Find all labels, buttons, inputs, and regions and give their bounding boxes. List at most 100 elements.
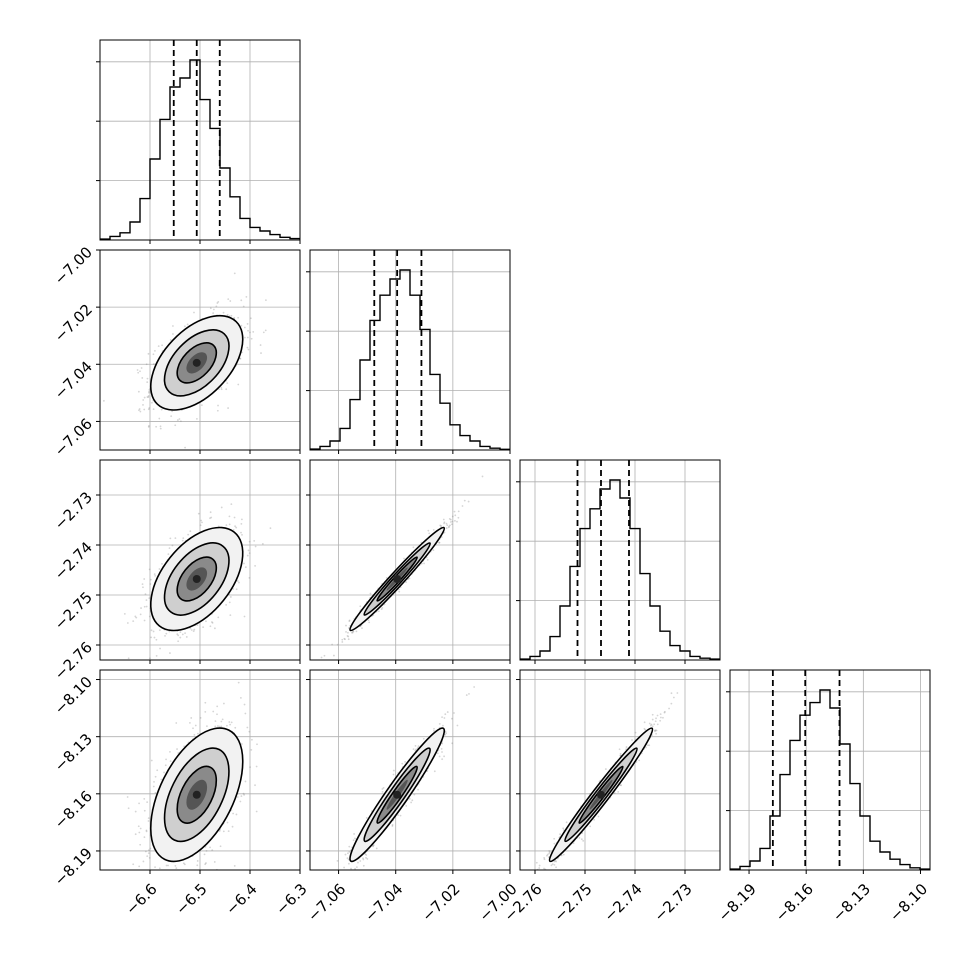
scatter-point bbox=[156, 769, 159, 772]
scatter-point bbox=[199, 524, 202, 527]
scatter-point bbox=[188, 721, 191, 724]
scatter-point bbox=[226, 724, 228, 727]
scatter-point bbox=[251, 738, 253, 741]
scatter-point bbox=[426, 558, 429, 561]
scatter-point bbox=[175, 722, 178, 724]
scatter-point bbox=[350, 867, 352, 870]
scatter-point bbox=[451, 742, 454, 745]
scatter-point bbox=[148, 657, 151, 660]
scatter-point bbox=[656, 714, 659, 717]
scatter-point bbox=[548, 851, 551, 854]
scatter-point bbox=[375, 847, 378, 850]
scatter-point bbox=[149, 578, 152, 581]
scatter-point bbox=[147, 817, 150, 820]
scatter-panel-3-2 bbox=[306, 459, 511, 664]
scatter-point bbox=[232, 528, 235, 531]
scatter-point bbox=[433, 727, 435, 730]
scatter-point bbox=[448, 517, 451, 520]
scatter-point bbox=[136, 369, 139, 371]
scatter-point bbox=[153, 636, 156, 639]
scatter-point bbox=[177, 640, 180, 643]
scatter-point bbox=[551, 863, 554, 865]
scatter-point bbox=[651, 725, 654, 728]
scatter-point bbox=[194, 724, 197, 727]
scatter-point bbox=[355, 866, 358, 868]
scatter-point bbox=[225, 604, 228, 606]
scatter-point bbox=[559, 833, 561, 836]
scatter-point bbox=[244, 712, 247, 715]
scatter-point bbox=[159, 425, 162, 428]
scatter-point bbox=[233, 316, 236, 319]
scatter-point bbox=[438, 723, 441, 725]
scatter-point bbox=[246, 323, 249, 325]
scatter-point bbox=[141, 377, 144, 379]
scatter-point bbox=[214, 720, 217, 723]
scatter-point bbox=[443, 531, 446, 534]
scatter-point bbox=[217, 616, 220, 619]
scatter-point bbox=[235, 526, 238, 529]
scatter-point bbox=[451, 515, 454, 518]
scatter-point bbox=[212, 308, 215, 311]
scatter-point bbox=[148, 615, 151, 618]
scatter-point bbox=[211, 876, 213, 878]
scatter-point bbox=[244, 780, 247, 783]
scatter-point bbox=[197, 512, 200, 515]
scatter-point bbox=[139, 370, 141, 373]
scatter-panel-3-1 bbox=[96, 459, 301, 664]
scatter-point bbox=[142, 399, 145, 401]
scatter-point bbox=[249, 317, 252, 320]
scatter-point bbox=[239, 800, 242, 803]
scatter-point bbox=[138, 831, 141, 834]
scatter-point bbox=[248, 577, 251, 579]
scatter-point bbox=[234, 525, 236, 528]
scatter-point bbox=[473, 686, 476, 688]
scatter-point bbox=[261, 542, 264, 545]
scatter-point bbox=[227, 830, 230, 833]
scatter-point bbox=[654, 729, 657, 732]
scatter-point bbox=[240, 299, 243, 302]
scatter-point bbox=[137, 371, 140, 374]
scatter-point bbox=[247, 329, 249, 332]
scatter-point bbox=[246, 346, 249, 349]
scatter-point bbox=[442, 724, 444, 727]
scatter-point bbox=[438, 541, 440, 544]
scatter-point bbox=[179, 631, 182, 634]
scatter-point bbox=[209, 846, 211, 849]
scatter-point bbox=[256, 743, 258, 746]
scatter-point bbox=[380, 608, 383, 611]
scatter-point bbox=[169, 339, 172, 341]
scatter-point bbox=[181, 539, 184, 542]
scatter-point bbox=[441, 758, 444, 761]
scatter-point bbox=[254, 545, 257, 548]
scatter-point bbox=[217, 404, 219, 407]
scatter-point bbox=[212, 312, 215, 314]
scatter-point bbox=[345, 624, 347, 627]
scatter-point bbox=[211, 621, 213, 623]
histogram-panel-2 bbox=[306, 249, 511, 454]
scatter-point bbox=[412, 748, 415, 750]
scatter-point bbox=[221, 718, 224, 721]
scatter-point bbox=[311, 923, 313, 925]
scatter-point bbox=[167, 553, 170, 556]
scatter-point bbox=[481, 475, 484, 478]
scatter-point bbox=[254, 784, 256, 787]
scatter-point bbox=[146, 396, 149, 398]
scatter-point bbox=[644, 728, 647, 731]
scatter-point bbox=[143, 396, 146, 399]
scatter-point bbox=[216, 725, 219, 727]
scatter-point bbox=[444, 713, 447, 716]
scatter-point bbox=[433, 770, 436, 773]
scatter-point bbox=[202, 626, 205, 629]
scatter-point bbox=[200, 519, 203, 522]
scatter-point bbox=[239, 357, 242, 360]
scatter-point bbox=[372, 844, 375, 847]
scatter-point bbox=[365, 856, 367, 859]
scatter-point bbox=[182, 862, 185, 865]
scatter-point bbox=[351, 631, 353, 634]
scatter-point bbox=[190, 717, 193, 719]
scatter-point bbox=[320, 656, 323, 659]
scatter-point bbox=[154, 574, 157, 577]
scatter-point bbox=[148, 849, 150, 852]
scatter-point bbox=[225, 524, 228, 527]
scatter-point bbox=[231, 825, 234, 828]
